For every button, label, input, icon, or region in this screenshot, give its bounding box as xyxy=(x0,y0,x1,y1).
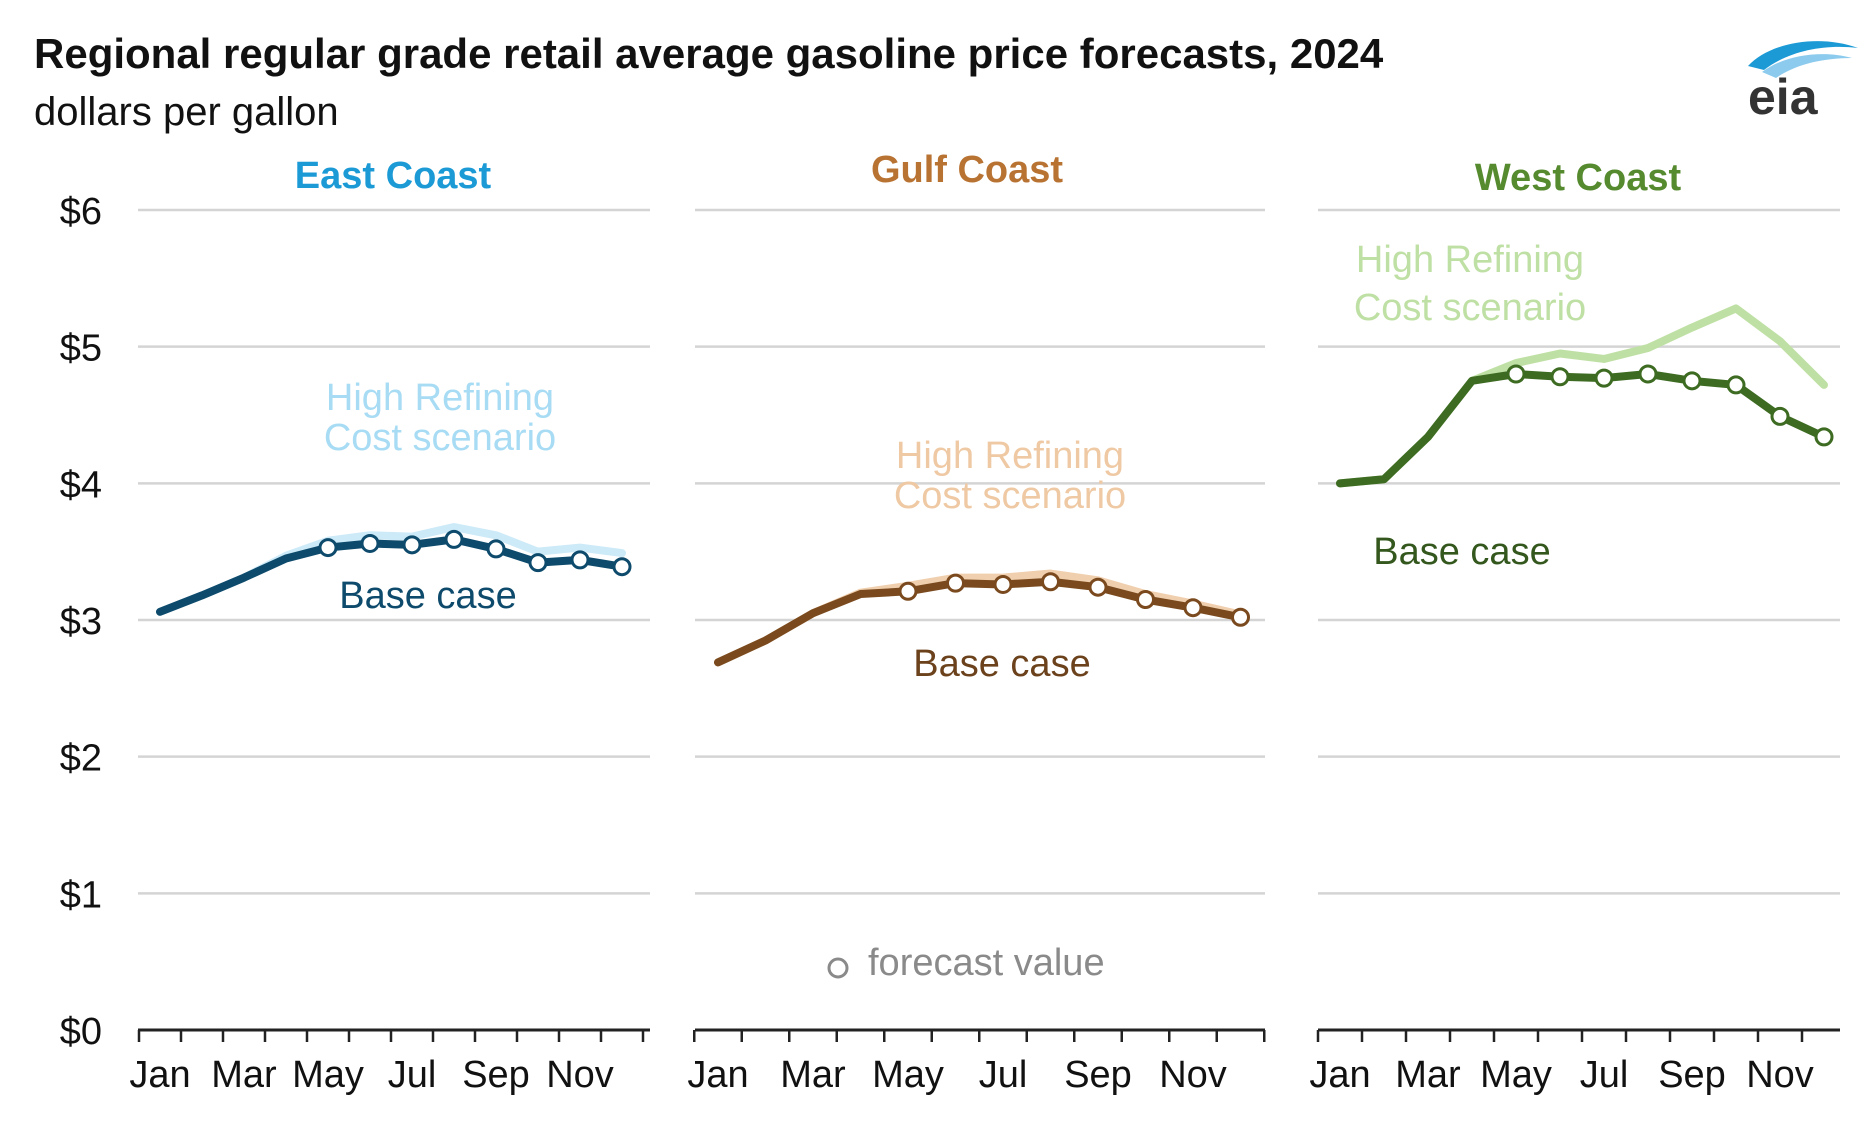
forecast-point xyxy=(1550,367,1570,387)
forecast-point xyxy=(528,553,548,573)
legend-forecast-marker xyxy=(827,957,849,979)
y-tick-label: $1 xyxy=(60,874,102,916)
x-tick-label: Nov xyxy=(1746,1054,1814,1096)
x-tick-label: Jul xyxy=(979,1054,1028,1096)
x-tick-label: May xyxy=(292,1054,364,1096)
x-tick-label: Jan xyxy=(687,1054,748,1096)
legend-forecast-label: forecast value xyxy=(868,942,1105,984)
x-tick-label: Jul xyxy=(1580,1054,1629,1096)
forecast-point xyxy=(570,550,590,570)
panel-gulf-coast: Gulf Coast Jan Mar May Jul Sep Nov High Refinin… xyxy=(687,149,1266,1096)
x-tick-label: Mar xyxy=(1395,1054,1461,1096)
y-tick-label: $0 xyxy=(60,1011,102,1053)
forecast-point xyxy=(1594,368,1614,388)
series-line-base-case xyxy=(1336,370,1828,488)
series-label-high-refining: High Refining xyxy=(326,377,554,419)
forecast-point xyxy=(1231,607,1250,627)
y-tick-label: $3 xyxy=(60,601,102,643)
forecast-point xyxy=(1136,590,1155,609)
chart-title: Regional regular grade retail average ga… xyxy=(34,30,1384,77)
x-tick-label: Mar xyxy=(780,1054,846,1096)
chart-subtitle: dollars per gallon xyxy=(34,90,339,134)
series-label-high-refining: Cost scenario xyxy=(324,417,556,459)
forecast-point xyxy=(1088,577,1108,597)
y-tick-label: $2 xyxy=(60,738,102,780)
series-label-base-case: Base case xyxy=(1373,531,1550,573)
panel-east-coast: East Coast Jan Mar May Jul Sep Nov High Refinin… xyxy=(129,155,650,1096)
forecast-point xyxy=(1041,572,1060,592)
x-tick-label: Jan xyxy=(129,1054,190,1096)
x-tick-label: May xyxy=(1480,1054,1552,1096)
forecast-point xyxy=(444,529,464,549)
series-label-base-case: Base case xyxy=(913,643,1090,685)
panel-title: West Coast xyxy=(1475,157,1682,199)
forecast-point xyxy=(318,538,338,558)
panel-title: Gulf Coast xyxy=(871,149,1063,191)
series-label-high-refining: Cost scenario xyxy=(894,475,1126,517)
x-tick-label: May xyxy=(872,1054,944,1096)
forecast-point xyxy=(402,535,422,555)
forecast-point xyxy=(1638,364,1658,384)
forecast-point xyxy=(946,573,965,593)
eia-logo: eia xyxy=(1748,41,1858,120)
y-tick-label: $4 xyxy=(60,464,102,506)
series-label-high-refining: High Refining xyxy=(896,435,1124,477)
forecast-point xyxy=(1682,371,1702,391)
forecast-point xyxy=(1814,427,1834,447)
series-label-base-case: Base case xyxy=(339,575,516,617)
forecast-point xyxy=(1726,375,1746,395)
x-tick-label: Nov xyxy=(1159,1054,1227,1096)
y-tick-label: $6 xyxy=(60,191,102,233)
eia-logo-text: eia xyxy=(1748,69,1819,120)
x-tick-label: Jan xyxy=(1309,1054,1370,1096)
series-label-high-refining: Cost scenario xyxy=(1354,287,1586,329)
forecast-point xyxy=(898,581,918,601)
x-tick-label: Mar xyxy=(211,1054,277,1096)
forecast-point xyxy=(486,539,506,559)
x-tick-label: Jul xyxy=(388,1054,437,1096)
x-tick-label: Nov xyxy=(546,1054,614,1096)
eia-logo-swoosh xyxy=(1748,41,1858,70)
forecast-point xyxy=(993,574,1013,594)
forecast-point xyxy=(360,533,380,553)
x-tick-label: Sep xyxy=(462,1054,530,1096)
forecast-point xyxy=(1770,406,1790,426)
forecast-point xyxy=(1506,364,1526,384)
forecast-point xyxy=(612,557,632,577)
eia-logo-swoosh-light xyxy=(1762,54,1852,78)
series-label-high-refining: High Refining xyxy=(1356,239,1584,281)
y-tick-label: $5 xyxy=(60,328,102,370)
x-tick-label: Sep xyxy=(1064,1054,1132,1096)
panel-title: East Coast xyxy=(295,155,492,197)
panel-west-coast: West Coast Jan Mar May Jul Sep Nov High Refinin… xyxy=(1309,157,1840,1096)
forecast-point xyxy=(1183,598,1203,618)
x-tick-label: Sep xyxy=(1658,1054,1726,1096)
